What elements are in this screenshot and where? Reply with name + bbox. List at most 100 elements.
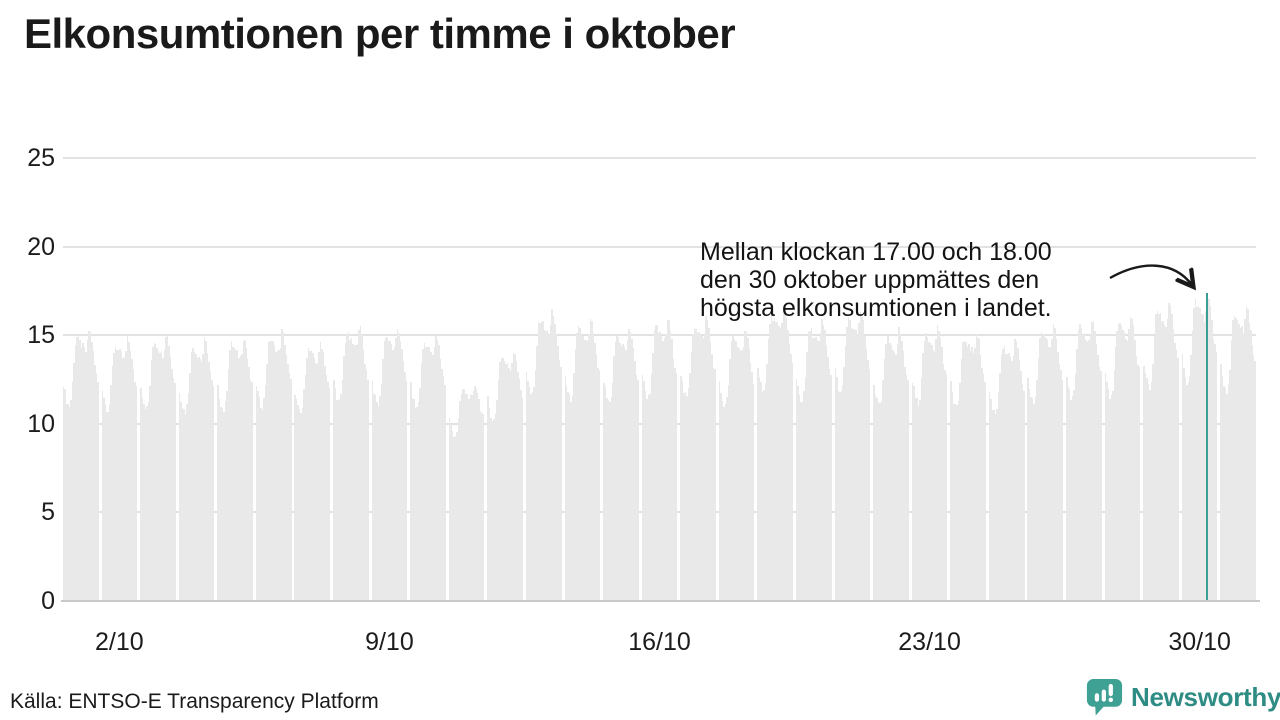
bar	[1189, 376, 1191, 601]
bar	[612, 383, 614, 601]
bar	[646, 398, 648, 601]
bar	[828, 369, 831, 601]
bar	[745, 332, 748, 601]
bar	[1165, 327, 1167, 601]
bar	[1149, 389, 1151, 601]
bar	[628, 329, 630, 601]
day-cluster	[564, 114, 601, 601]
bar	[430, 351, 433, 601]
bar	[1161, 321, 1163, 601]
bar	[966, 346, 969, 601]
day-cluster	[834, 114, 871, 601]
bar	[313, 357, 316, 601]
bar	[785, 318, 788, 601]
bar	[996, 408, 998, 601]
bar	[675, 373, 678, 601]
bar	[742, 347, 745, 601]
bar	[571, 395, 574, 601]
bar	[1235, 318, 1237, 601]
bar	[146, 405, 148, 601]
bar	[258, 396, 261, 601]
bar	[579, 328, 581, 601]
bar	[730, 340, 733, 601]
bar	[689, 373, 691, 601]
bar	[849, 319, 851, 601]
day-cluster	[641, 114, 678, 601]
bar	[426, 347, 429, 601]
bar	[939, 338, 942, 601]
bar	[1131, 318, 1133, 601]
bar	[644, 391, 647, 601]
bar	[1177, 357, 1179, 601]
highlight-bar	[1206, 292, 1209, 601]
bar	[257, 390, 259, 601]
bar	[711, 353, 713, 601]
bar	[548, 334, 550, 601]
bar	[184, 414, 187, 601]
bar	[432, 355, 434, 601]
bar	[598, 369, 601, 601]
bar	[588, 334, 590, 601]
x-axis: 2/10 9/10 16/10 23/10 30/10	[63, 628, 1256, 664]
bar	[699, 334, 702, 601]
bar	[873, 385, 875, 601]
bar	[298, 408, 301, 601]
bar	[672, 358, 675, 601]
bar	[1003, 346, 1006, 601]
bar	[223, 411, 225, 601]
bar	[821, 318, 823, 601]
bar	[776, 321, 779, 601]
bar	[1086, 341, 1089, 601]
bar	[1082, 334, 1084, 601]
bar	[67, 404, 69, 601]
bar	[288, 372, 291, 601]
bar	[744, 331, 746, 601]
bar	[788, 343, 791, 601]
bar	[757, 368, 759, 601]
bar	[824, 329, 826, 601]
bar	[922, 353, 924, 601]
bar	[1163, 324, 1166, 601]
bar	[1045, 337, 1047, 601]
bar	[883, 359, 886, 601]
bar	[1122, 330, 1124, 601]
bar	[1168, 303, 1170, 601]
bar	[334, 387, 337, 601]
bar	[1226, 394, 1228, 601]
bar	[606, 397, 608, 601]
bar	[885, 343, 887, 601]
bar	[198, 357, 200, 601]
bar	[153, 343, 155, 601]
bar	[902, 350, 905, 601]
bar	[506, 362, 509, 601]
bar	[690, 351, 693, 601]
x-axis-label: 16/10	[628, 628, 691, 656]
bar	[386, 337, 388, 601]
bar	[425, 347, 427, 601]
bar	[1221, 376, 1224, 601]
bar	[528, 387, 531, 601]
bar	[491, 420, 494, 601]
bar	[212, 386, 215, 601]
bar	[865, 349, 868, 601]
bar	[1244, 319, 1246, 601]
bar	[294, 395, 296, 601]
bar	[1000, 355, 1003, 601]
bar	[698, 332, 700, 601]
bar	[763, 389, 765, 601]
bar	[956, 405, 958, 601]
bar	[936, 324, 939, 601]
bar	[781, 322, 783, 601]
bar	[681, 380, 684, 601]
bar	[91, 342, 93, 601]
annotation-line-2: den 30 oktober uppmättes den	[700, 266, 1040, 294]
bar	[396, 328, 399, 601]
bar	[819, 332, 822, 601]
bar	[822, 324, 825, 601]
bar	[705, 315, 707, 601]
bar	[905, 374, 908, 601]
gridline	[63, 157, 1256, 160]
day-cluster	[294, 114, 331, 601]
bar	[1212, 338, 1215, 601]
bar	[592, 332, 595, 601]
